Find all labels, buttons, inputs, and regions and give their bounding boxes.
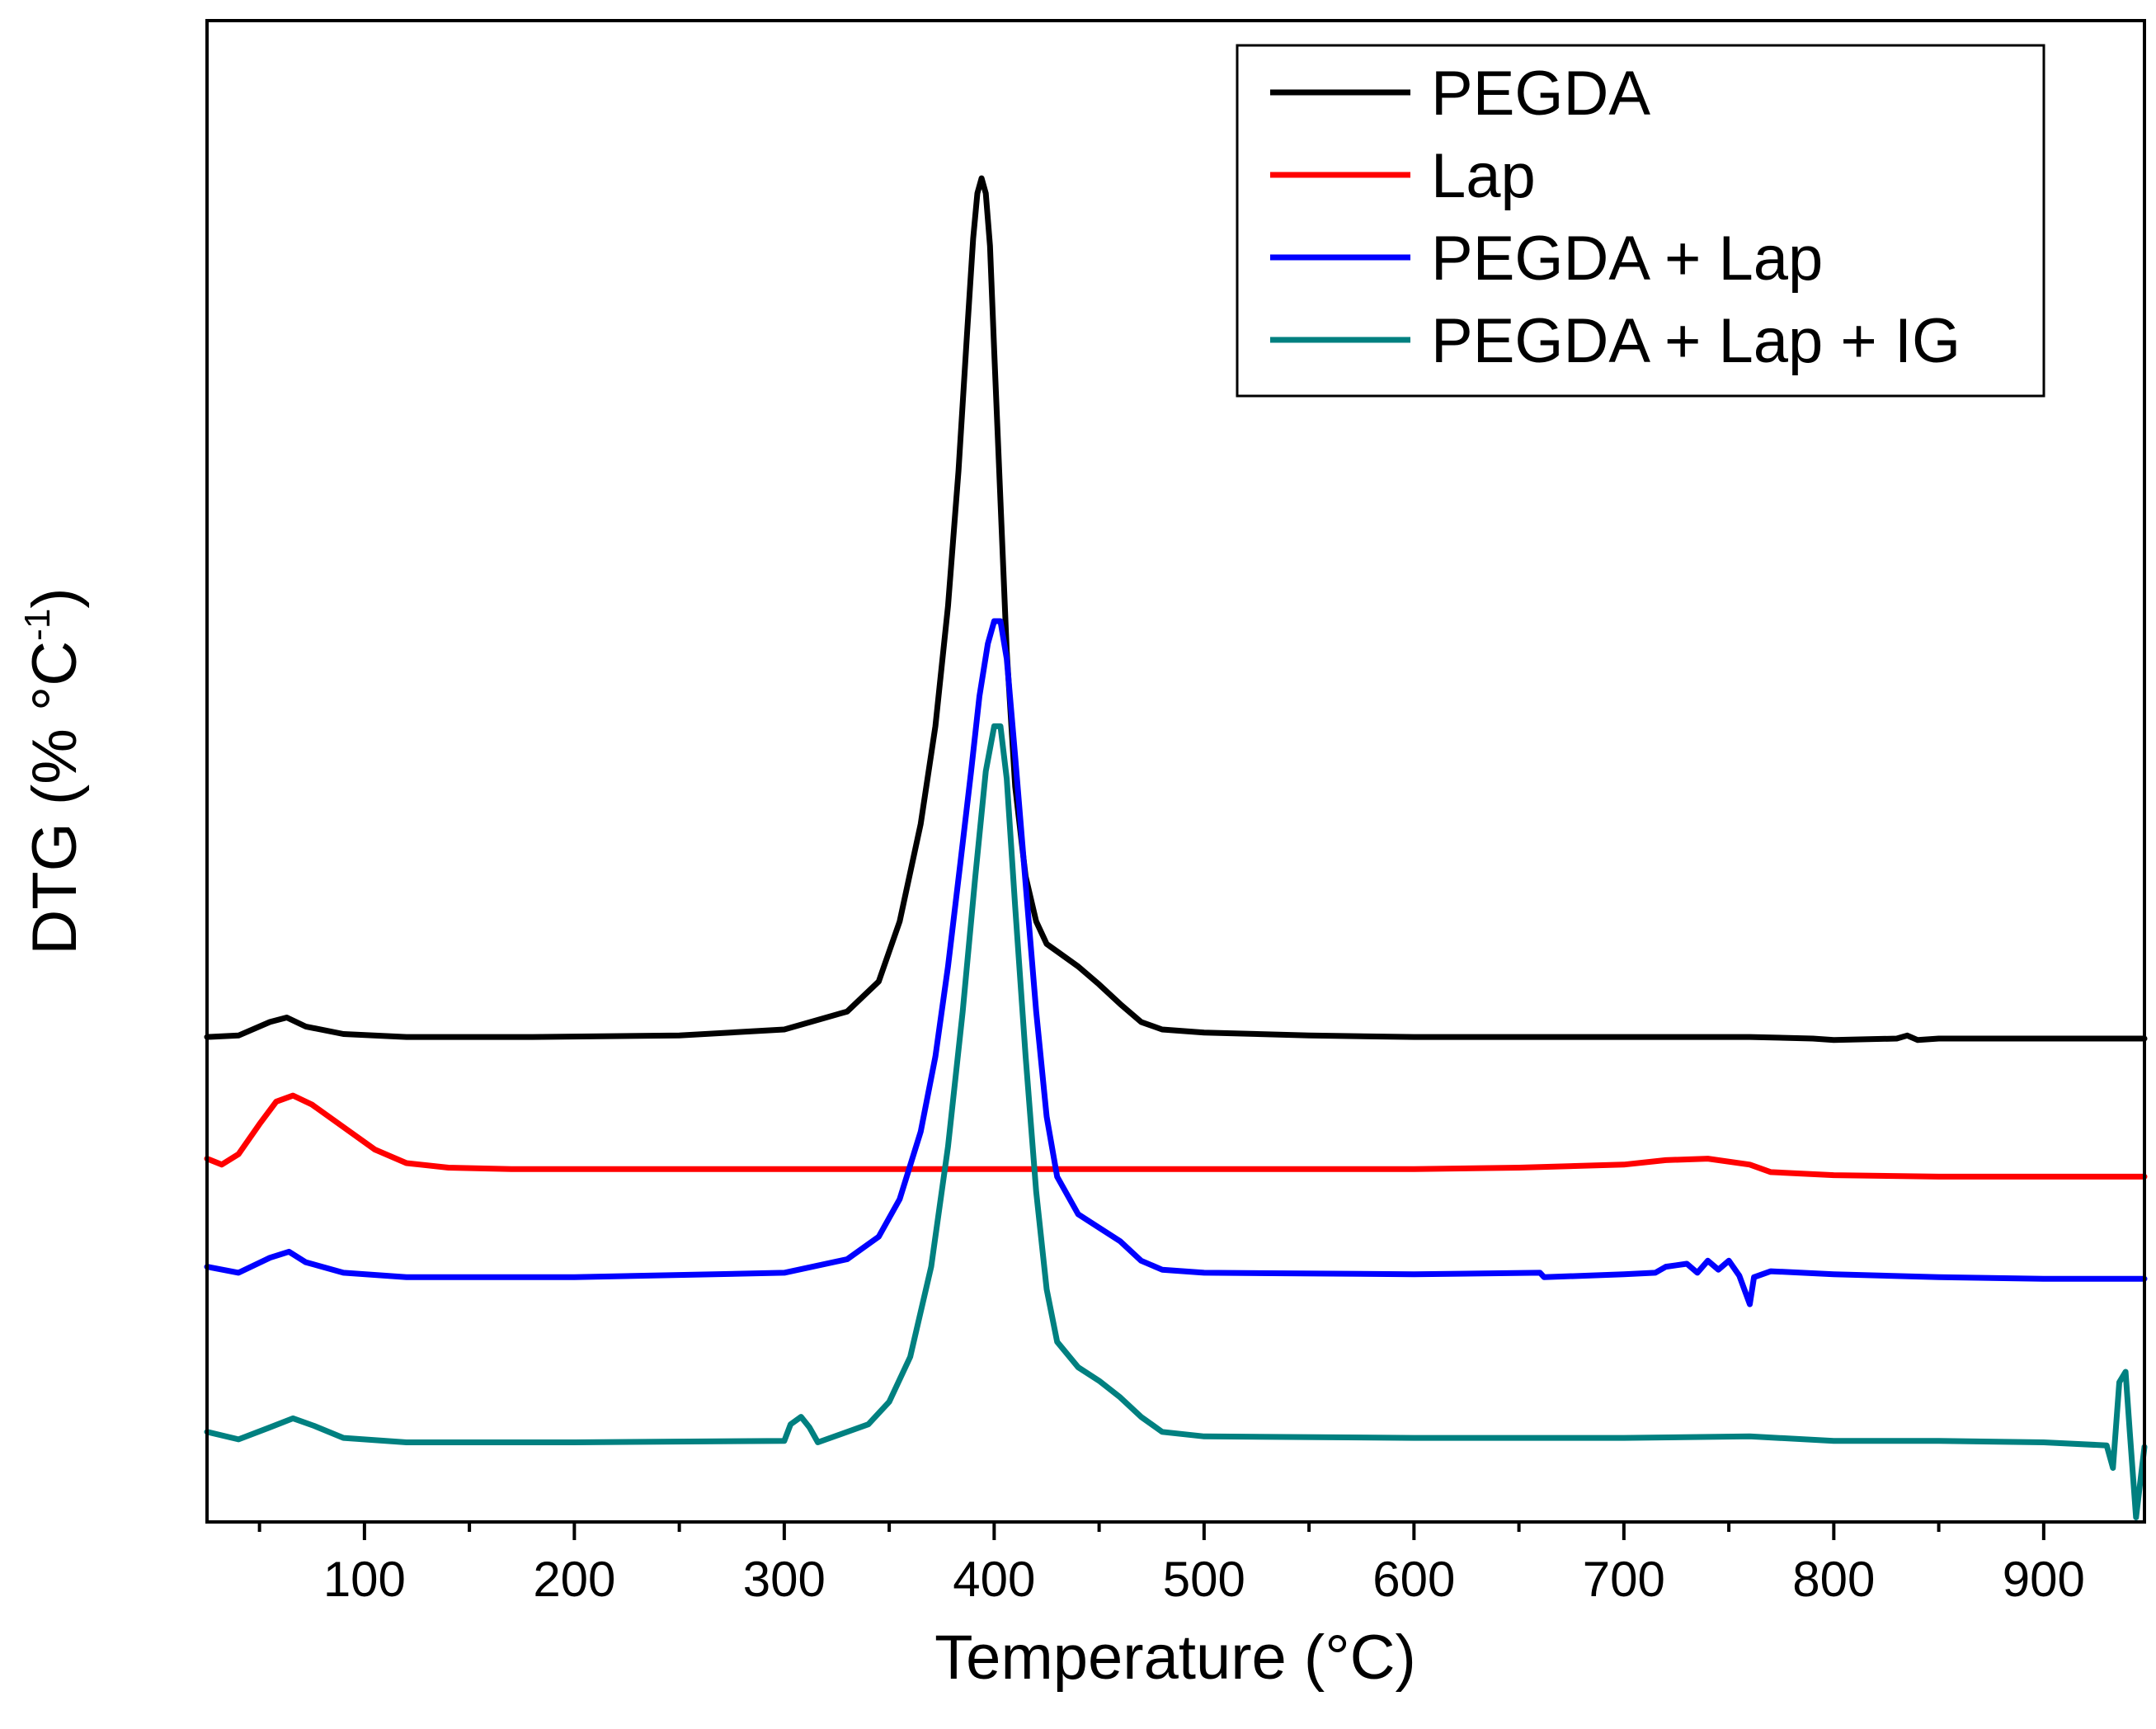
y-axis-title-main: DTG (% °C: [20, 641, 90, 955]
x-axis: 100 200 300 400 500 600 700 800 900: [257, 1522, 2085, 1607]
series-line-pegda-lap-ig: [204, 723, 2148, 1520]
x-tick-label: 300: [743, 1552, 826, 1607]
y-axis-title-superscript: -1: [17, 609, 58, 641]
legend-items: PEGDA Lap PEGDA + Lap PEGDA + Lap + IG: [1270, 59, 1961, 376]
legend-label-lap: Lap: [1431, 141, 1536, 211]
legend-label-pegda-lap: PEGDA + Lap: [1431, 224, 1823, 294]
x-tick-label: 500: [1163, 1552, 1245, 1607]
series-line-lap: [204, 1092, 2148, 1180]
legend: PEGDA Lap PEGDA + Lap PEGDA + Lap + IG: [1236, 44, 2045, 398]
y-axis-title: DTG (% °C-1): [17, 587, 90, 954]
series-line-pegda: [204, 175, 2148, 1044]
legend-label-pegda-lap-ig: PEGDA + Lap + IG: [1431, 306, 1961, 376]
y-axis-title-suffix: ): [20, 587, 90, 608]
x-tick-label: 600: [1372, 1552, 1455, 1607]
x-tick-label: 100: [323, 1552, 406, 1607]
x-axis-title: Temperature (°C): [934, 1623, 1416, 1693]
legend-label-pegda: PEGDA: [1431, 59, 1650, 129]
x-tick-label: 400: [953, 1552, 1035, 1607]
x-tick-label: 900: [2003, 1552, 2085, 1607]
x-tick-label: 200: [533, 1552, 615, 1607]
series-line-pegda-lap: [204, 618, 2148, 1307]
x-tick-label: 700: [1583, 1552, 1665, 1607]
series-group: [204, 175, 2148, 1520]
x-tick-label: 800: [1792, 1552, 1875, 1607]
plot-frame: [205, 19, 2146, 1524]
